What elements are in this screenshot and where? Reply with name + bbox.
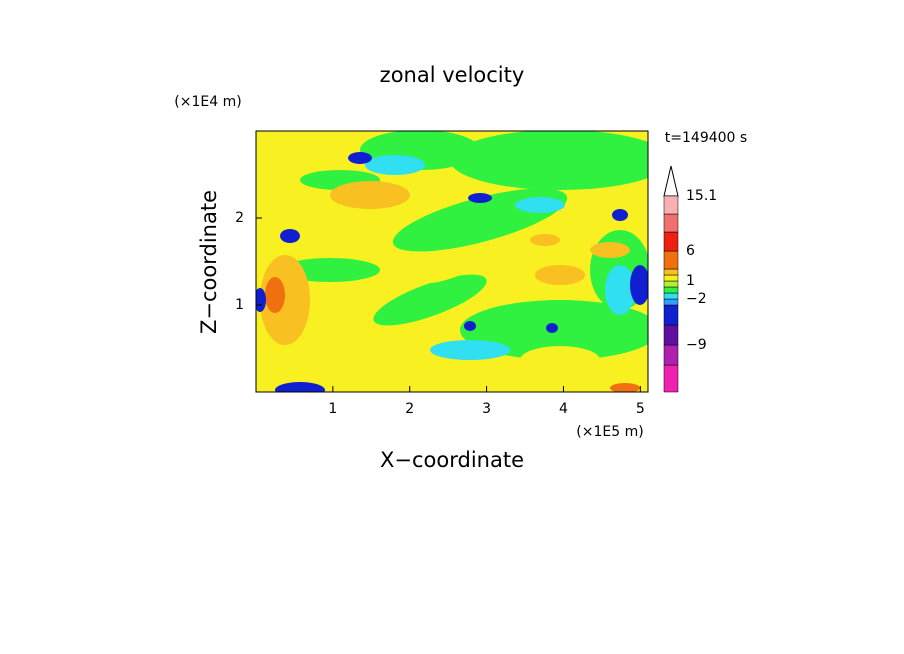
y-scale-label: (×1E4 m) [174, 94, 241, 110]
x-tick-label: 4 [559, 401, 568, 417]
x-tick-label: 2 [405, 401, 414, 417]
colorbar-label: 15.1 [686, 188, 717, 204]
x-tick-label: 3 [482, 401, 491, 417]
chart-title: zonal velocity [380, 63, 525, 87]
colorbar-segment [663, 292, 679, 300]
time-annotation: t=149400 s [665, 130, 747, 146]
contour-field [256, 131, 648, 392]
colorbar-segment [663, 324, 679, 346]
x-tick-label: 1 [328, 401, 337, 417]
colorbar-segment [663, 268, 679, 276]
x-tick-label: 5 [636, 401, 645, 417]
colorbar-segment [663, 364, 679, 393]
colorbar-segment [663, 298, 679, 306]
colorbar-label: −9 [686, 337, 707, 353]
x-scale-label: (×1E5 m) [576, 424, 643, 440]
colorbar-arrow [663, 165, 679, 197]
colorbar-segment [663, 231, 679, 252]
colorbar-label: 1 [686, 273, 695, 289]
colorbar-segment [663, 195, 679, 215]
colorbar-segment [663, 213, 679, 233]
x-axis-title: X−coordinate [380, 448, 524, 472]
colorbar-segment [663, 344, 679, 366]
colorbar-segment [663, 286, 679, 294]
y-axis-title: Z−coordinate [197, 190, 221, 334]
colorbar-label: 6 [686, 243, 695, 259]
colorbar-segment [663, 250, 679, 270]
colorbar-segment [663, 280, 679, 288]
plot-frame [255, 130, 649, 393]
colorbar-segment [663, 304, 679, 326]
colorbar-segment [663, 274, 679, 282]
y-tick-label: 2 [235, 210, 244, 226]
colorbar-label: −2 [686, 291, 707, 307]
y-tick-label: 1 [235, 297, 244, 313]
